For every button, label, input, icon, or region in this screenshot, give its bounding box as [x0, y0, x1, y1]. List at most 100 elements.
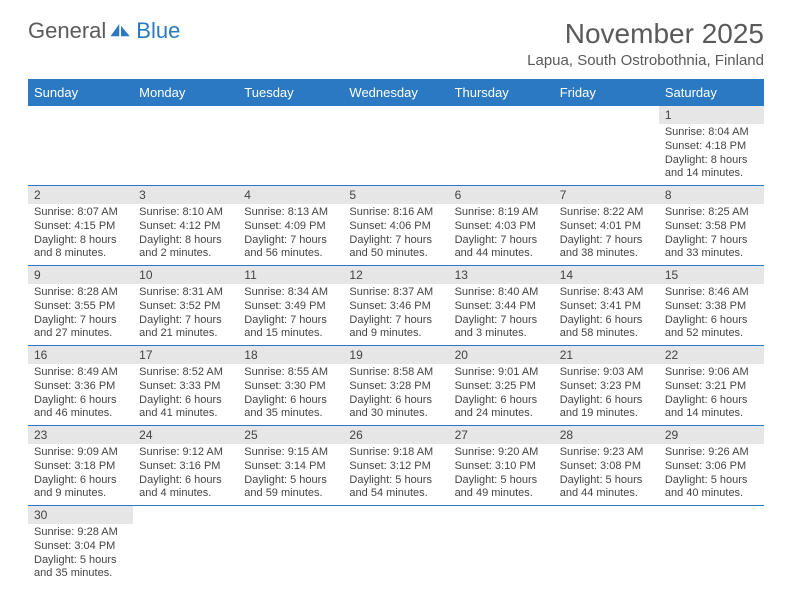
day-content: Sunrise: 9:28 AMSunset: 3:04 PMDaylight:…: [28, 524, 133, 585]
day-line: Daylight: 6 hours: [244, 394, 337, 408]
day-number: 22: [659, 346, 764, 364]
day-content: Sunrise: 8:22 AMSunset: 4:01 PMDaylight:…: [554, 204, 659, 265]
day-content: Sunrise: 8:58 AMSunset: 3:28 PMDaylight:…: [343, 364, 448, 425]
day-line: Sunrise: 8:37 AM: [349, 286, 442, 300]
day-line: and 30 minutes.: [349, 407, 442, 421]
day-line: Sunrise: 8:40 AM: [455, 286, 548, 300]
day-line: Sunrise: 9:26 AM: [665, 446, 758, 460]
day-number: 25: [238, 426, 343, 444]
day-line: Daylight: 7 hours: [139, 314, 232, 328]
day-number: 3: [133, 186, 238, 204]
day-line: and 14 minutes.: [665, 167, 758, 181]
day-line: and 38 minutes.: [560, 247, 653, 261]
title-block: November 2025 Lapua, South Ostrobothnia,…: [527, 18, 764, 69]
calendar-cell: [238, 506, 343, 586]
day-line: Daylight: 7 hours: [560, 234, 653, 248]
day-line: Sunset: 4:18 PM: [665, 140, 758, 154]
day-line: and 44 minutes.: [455, 247, 548, 261]
day-header: Friday: [554, 79, 659, 106]
day-content: Sunrise: 9:01 AMSunset: 3:25 PMDaylight:…: [449, 364, 554, 425]
day-content: Sunrise: 9:20 AMSunset: 3:10 PMDaylight:…: [449, 444, 554, 505]
day-line: Sunrise: 8:31 AM: [139, 286, 232, 300]
day-line: Sunset: 3:04 PM: [34, 540, 127, 554]
day-line: Sunrise: 9:18 AM: [349, 446, 442, 460]
calendar-cell: 25Sunrise: 9:15 AMSunset: 3:14 PMDayligh…: [238, 426, 343, 506]
day-content: Sunrise: 8:43 AMSunset: 3:41 PMDaylight:…: [554, 284, 659, 345]
day-content: Sunrise: 8:16 AMSunset: 4:06 PMDaylight:…: [343, 204, 448, 265]
day-line: Daylight: 5 hours: [560, 474, 653, 488]
day-line: Sunrise: 9:03 AM: [560, 366, 653, 380]
day-line: Sunset: 3:12 PM: [349, 460, 442, 474]
calendar-cell: 1Sunrise: 8:04 AMSunset: 4:18 PMDaylight…: [659, 106, 764, 186]
day-line: and 35 minutes.: [34, 567, 127, 581]
day-line: Sunset: 3:18 PM: [34, 460, 127, 474]
calendar-cell: 11Sunrise: 8:34 AMSunset: 3:49 PMDayligh…: [238, 266, 343, 346]
day-line: Daylight: 8 hours: [139, 234, 232, 248]
day-number: 30: [28, 506, 133, 524]
calendar-cell: 15Sunrise: 8:46 AMSunset: 3:38 PMDayligh…: [659, 266, 764, 346]
day-line: Daylight: 6 hours: [665, 394, 758, 408]
day-line: and 52 minutes.: [665, 327, 758, 341]
day-line: Sunset: 3:38 PM: [665, 300, 758, 314]
calendar-cell: 6Sunrise: 8:19 AMSunset: 4:03 PMDaylight…: [449, 186, 554, 266]
day-content: Sunrise: 8:13 AMSunset: 4:09 PMDaylight:…: [238, 204, 343, 265]
calendar-table: Sunday Monday Tuesday Wednesday Thursday…: [28, 79, 764, 585]
day-content: Sunrise: 8:31 AMSunset: 3:52 PMDaylight:…: [133, 284, 238, 345]
day-content: Sunrise: 8:55 AMSunset: 3:30 PMDaylight:…: [238, 364, 343, 425]
day-line: Sunset: 3:44 PM: [455, 300, 548, 314]
day-line: Daylight: 6 hours: [139, 474, 232, 488]
day-content: Sunrise: 8:19 AMSunset: 4:03 PMDaylight:…: [449, 204, 554, 265]
day-number: 9: [28, 266, 133, 284]
calendar-cell: 17Sunrise: 8:52 AMSunset: 3:33 PMDayligh…: [133, 346, 238, 426]
day-number: 28: [554, 426, 659, 444]
logo-text-blue: Blue: [136, 18, 180, 44]
day-content: Sunrise: 8:49 AMSunset: 3:36 PMDaylight:…: [28, 364, 133, 425]
day-line: Sunrise: 8:07 AM: [34, 206, 127, 220]
header: General Blue November 2025 Lapua, South …: [28, 18, 764, 69]
day-number: 19: [343, 346, 448, 364]
day-line: and 27 minutes.: [34, 327, 127, 341]
day-line: Sunset: 3:55 PM: [34, 300, 127, 314]
calendar-cell: 10Sunrise: 8:31 AMSunset: 3:52 PMDayligh…: [133, 266, 238, 346]
day-line: Daylight: 7 hours: [455, 234, 548, 248]
day-line: Daylight: 6 hours: [34, 474, 127, 488]
day-number: 27: [449, 426, 554, 444]
day-number: 10: [133, 266, 238, 284]
day-number: 15: [659, 266, 764, 284]
calendar-cell: 20Sunrise: 9:01 AMSunset: 3:25 PMDayligh…: [449, 346, 554, 426]
day-line: Sunset: 3:41 PM: [560, 300, 653, 314]
day-number: 21: [554, 346, 659, 364]
day-line: Sunrise: 8:49 AM: [34, 366, 127, 380]
day-line: and 54 minutes.: [349, 487, 442, 501]
logo-text-general: General: [28, 18, 106, 44]
day-content: Sunrise: 8:34 AMSunset: 3:49 PMDaylight:…: [238, 284, 343, 345]
day-line: and 46 minutes.: [34, 407, 127, 421]
day-line: and 41 minutes.: [139, 407, 232, 421]
day-content: Sunrise: 9:06 AMSunset: 3:21 PMDaylight:…: [659, 364, 764, 425]
day-line: Daylight: 6 hours: [665, 314, 758, 328]
day-line: Sunrise: 8:04 AM: [665, 126, 758, 140]
calendar-row: 30Sunrise: 9:28 AMSunset: 3:04 PMDayligh…: [28, 506, 764, 586]
day-number: 23: [28, 426, 133, 444]
day-line: Sunrise: 8:34 AM: [244, 286, 337, 300]
month-title: November 2025: [527, 18, 764, 50]
day-line: and 21 minutes.: [139, 327, 232, 341]
calendar-cell: 2Sunrise: 8:07 AMSunset: 4:15 PMDaylight…: [28, 186, 133, 266]
day-line: Daylight: 6 hours: [560, 314, 653, 328]
day-line: Sunset: 3:08 PM: [560, 460, 653, 474]
day-line: Daylight: 5 hours: [455, 474, 548, 488]
day-line: Sunset: 3:21 PM: [665, 380, 758, 394]
day-line: Sunset: 3:30 PM: [244, 380, 337, 394]
day-line: Sunset: 3:49 PM: [244, 300, 337, 314]
calendar-cell: [554, 506, 659, 586]
day-line: Sunset: 4:09 PM: [244, 220, 337, 234]
location: Lapua, South Ostrobothnia, Finland: [527, 52, 764, 69]
day-content: Sunrise: 8:07 AMSunset: 4:15 PMDaylight:…: [28, 204, 133, 265]
day-line: Sunset: 3:52 PM: [139, 300, 232, 314]
calendar-cell: 5Sunrise: 8:16 AMSunset: 4:06 PMDaylight…: [343, 186, 448, 266]
day-line: and 19 minutes.: [560, 407, 653, 421]
calendar-cell: [554, 106, 659, 186]
day-line: Sunrise: 9:12 AM: [139, 446, 232, 460]
day-number: 1: [659, 106, 764, 124]
day-line: and 50 minutes.: [349, 247, 442, 261]
